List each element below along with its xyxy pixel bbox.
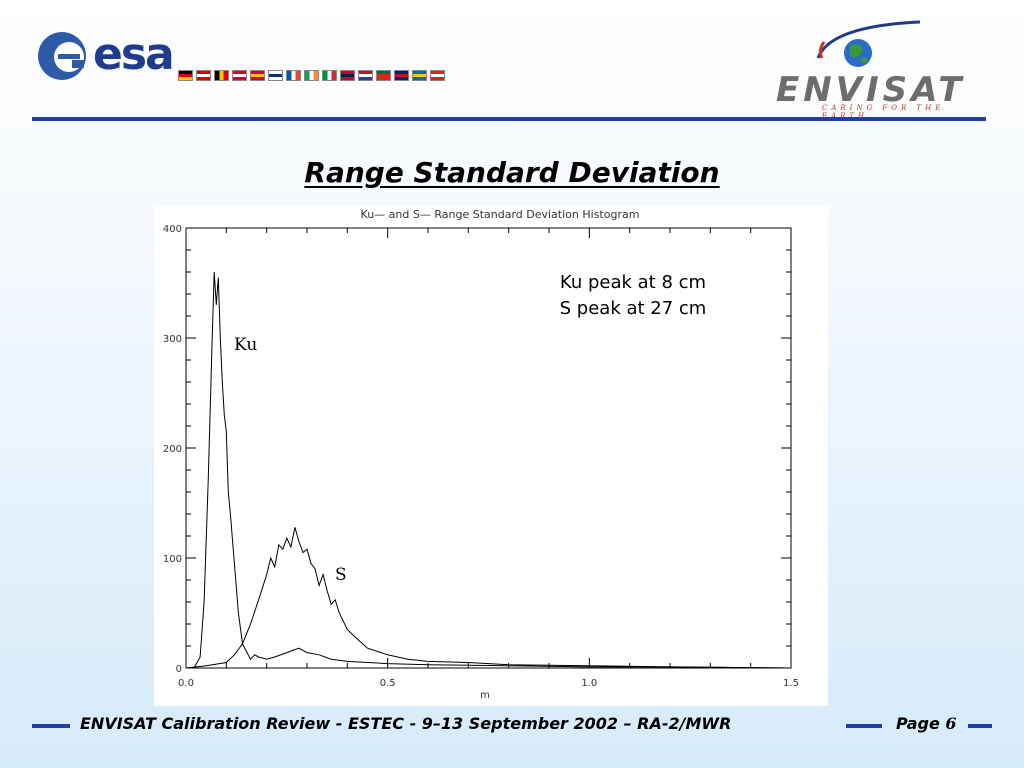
footer-page: Page 6 [896, 714, 957, 733]
flag-fr-icon [286, 70, 301, 81]
series-line-s [185, 527, 792, 669]
flag-es-icon [250, 70, 265, 81]
annotation-s-peak: S peak at 27 cm [560, 298, 707, 319]
y-tick-label: 300 [163, 334, 182, 345]
flag-dk-icon [232, 70, 247, 81]
flag-be-icon [214, 70, 229, 81]
envisat-logo: ENVISAT CARING FOR THE EARTH [770, 20, 985, 120]
flag-fi-icon [268, 70, 283, 81]
annotation-ku-peak: Ku peak at 8 cm [560, 272, 706, 293]
slide-title-text: Range Standard Deviation [304, 156, 720, 189]
esa-logo-text: esa [93, 29, 175, 80]
footer: ENVISAT Calibration Review - ESTEC - 9–1… [0, 712, 1024, 738]
flag-ch-icon [430, 70, 445, 81]
header-rule [32, 117, 986, 121]
envisat-globe-icon [816, 20, 921, 67]
footer-rule-left [32, 724, 70, 728]
plot-frame [185, 227, 792, 669]
y-tick-label: 400 [163, 224, 182, 235]
x-axis-label: m [480, 690, 490, 701]
x-tick-label: 0.5 [380, 678, 396, 689]
flag-nl-icon [358, 70, 373, 81]
series-label-ku: Ku [234, 335, 257, 355]
y-tick-label: 0 [176, 664, 182, 675]
x-tick-label: 1.5 [783, 678, 799, 689]
y-tick-label: 200 [163, 444, 182, 455]
series-label-s: S [335, 565, 347, 585]
flag-at-icon [196, 70, 211, 81]
histogram-chart-panel: Ku— and S— Range Standard Deviation Hist… [154, 206, 828, 706]
footer-page-label: Page [896, 714, 940, 733]
slide-title: Range Standard Deviation [0, 156, 1024, 189]
flag-de-icon [178, 70, 193, 81]
chart-title: Ku— and S— Range Standard Deviation Hist… [361, 208, 640, 221]
member-state-flags [178, 70, 445, 81]
envisat-logo-text: ENVISAT [776, 70, 966, 110]
flag-ie-icon [304, 70, 319, 81]
y-tick-label: 100 [163, 554, 182, 565]
flag-gb-icon [394, 70, 409, 81]
footer-rule-mid [846, 724, 882, 728]
flag-pt-icon [376, 70, 391, 81]
esa-logo-e-icon [54, 42, 84, 72]
histogram-chart: Ku— and S— Range Standard Deviation Hist… [163, 208, 799, 701]
flag-it-icon [322, 70, 337, 81]
esa-logo: esa [38, 28, 188, 84]
x-tick-label: 1.0 [581, 678, 597, 689]
footer-text: ENVISAT Calibration Review - ESTEC - 9–1… [80, 714, 732, 733]
series-line-ku [186, 271, 792, 669]
x-tick-label: 0.0 [178, 678, 194, 689]
footer-page-number: 6 [945, 714, 957, 733]
flag-se-icon [412, 70, 427, 81]
footer-rule-right [968, 724, 992, 728]
flag-no-icon [340, 70, 355, 81]
envisat-tagline: CARING FOR THE EARTH [822, 104, 945, 120]
